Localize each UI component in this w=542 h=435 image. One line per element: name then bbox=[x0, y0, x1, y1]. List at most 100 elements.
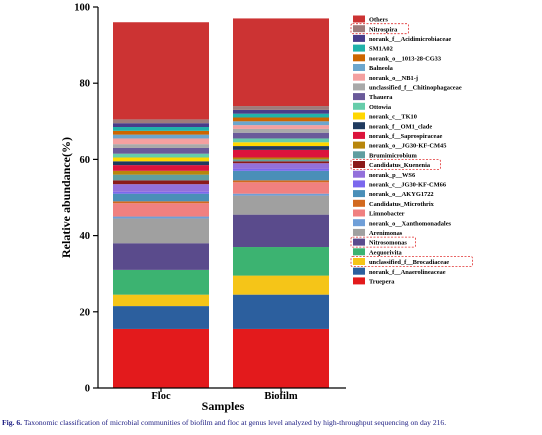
legend-label: norank_c__TK10 bbox=[369, 114, 417, 121]
legend-label: Candidatus_Microthrix bbox=[369, 201, 435, 208]
bar-segment bbox=[233, 294, 329, 329]
legend-swatch bbox=[353, 131, 365, 139]
bar-segment bbox=[233, 138, 329, 143]
bar-segment bbox=[113, 134, 209, 139]
legend-swatch bbox=[353, 258, 365, 265]
bar-segment bbox=[233, 193, 329, 196]
legend-label: norank_f__Anaerolineaceae bbox=[369, 269, 446, 276]
legend-swatch bbox=[353, 15, 365, 23]
legend-swatch bbox=[353, 34, 365, 42]
legend-swatch bbox=[353, 151, 365, 159]
bar-segment bbox=[233, 121, 329, 126]
bar-segment bbox=[113, 127, 209, 131]
bar-segment bbox=[233, 159, 329, 162]
bar-segment bbox=[233, 109, 329, 114]
y-tick-label: 100 bbox=[74, 3, 90, 14]
legend-label: Ottowia bbox=[369, 104, 392, 111]
bar-segment bbox=[113, 216, 209, 219]
bar-segment bbox=[233, 180, 329, 183]
bar-segment bbox=[233, 275, 329, 295]
legend-swatch bbox=[353, 209, 365, 217]
bar-segment bbox=[113, 328, 209, 388]
legend-swatch bbox=[353, 228, 365, 236]
bar-segment bbox=[113, 22, 209, 120]
legend-swatch bbox=[353, 170, 365, 178]
x-axis-label: Samples bbox=[202, 399, 245, 413]
x-axis: Floc Biofilm bbox=[98, 387, 346, 402]
legend-label: Brumimicrobium bbox=[369, 152, 417, 159]
legend-swatch bbox=[353, 238, 365, 246]
figure-caption: Fig. 6. Taxonomic classification of micr… bbox=[2, 418, 542, 427]
bar-segment bbox=[113, 201, 209, 204]
legend-label: norank_f__Acidimicrobiaceae bbox=[369, 36, 451, 43]
bar-segment bbox=[233, 117, 329, 122]
legend-label: Others bbox=[369, 17, 388, 24]
legend-label: norank_o__Xanthomonadales bbox=[369, 220, 452, 227]
bar-segment bbox=[113, 130, 209, 135]
legend-swatch bbox=[353, 248, 365, 256]
legend-label: Arenimonas bbox=[369, 230, 403, 237]
legend-label: norank_o__JG30-KF-CM45 bbox=[369, 143, 446, 150]
legend-label: norank_f__OM1_clade bbox=[369, 123, 432, 130]
bar-segment bbox=[113, 174, 209, 181]
legend-label: norank_f__Saprospiraceae bbox=[369, 133, 443, 140]
legend-swatch bbox=[353, 180, 365, 188]
legend-highlight-box bbox=[350, 23, 409, 35]
legend-swatch bbox=[353, 54, 365, 62]
caption-text: Taxonomic classification of microbial co… bbox=[23, 418, 447, 427]
y-axis: 0 20 40 60 80 100 bbox=[74, 3, 99, 395]
bar-segment bbox=[113, 243, 209, 270]
bar-segment bbox=[113, 123, 209, 128]
legend-swatch bbox=[353, 277, 365, 285]
bar-segment bbox=[113, 147, 209, 154]
legend-swatch bbox=[353, 199, 365, 207]
legend-label: Truepera bbox=[369, 279, 395, 286]
legend-label: Nitrospira bbox=[369, 26, 398, 33]
legend-swatch bbox=[353, 25, 365, 33]
bar-segment bbox=[113, 180, 209, 185]
bar-segment bbox=[233, 247, 329, 276]
bar-segment bbox=[113, 161, 209, 166]
bar-segment bbox=[113, 203, 209, 217]
bar-segment bbox=[233, 146, 329, 150]
legend-label: unclassified_f__Chitinophagaceae bbox=[369, 85, 462, 92]
bars bbox=[113, 18, 329, 388]
bar-segment bbox=[233, 182, 329, 194]
legend-highlight-box bbox=[350, 256, 473, 267]
bar-segment bbox=[113, 306, 209, 329]
legend-label: norank_o__NB1-j bbox=[369, 75, 418, 82]
bar-segment bbox=[233, 128, 329, 133]
bar-segment bbox=[233, 113, 329, 118]
bar-segment bbox=[113, 119, 209, 124]
bar-segment bbox=[233, 170, 329, 181]
caption-label: Fig. 6. bbox=[2, 418, 23, 427]
legend-swatch bbox=[353, 64, 365, 71]
bar-segment bbox=[113, 157, 209, 162]
bar-segment bbox=[113, 165, 209, 171]
legend-label: Thauera bbox=[369, 94, 393, 101]
bar-segment bbox=[113, 144, 209, 148]
legend-swatch bbox=[353, 83, 365, 91]
bar-segment bbox=[233, 163, 329, 169]
bar-segment bbox=[233, 328, 329, 388]
legend-label: Nitrosomonas bbox=[369, 240, 407, 247]
bar-segment bbox=[233, 149, 329, 158]
legend-label: Aequorivita bbox=[369, 249, 402, 256]
bar-segment bbox=[233, 142, 329, 147]
legend-label: Limnobacter bbox=[369, 211, 405, 218]
legend-swatch bbox=[353, 267, 365, 275]
bar-segment bbox=[233, 157, 329, 160]
bar-segment bbox=[113, 193, 209, 202]
bar-segment bbox=[113, 138, 209, 145]
bar-segment bbox=[233, 18, 329, 107]
bar-segment bbox=[233, 168, 329, 171]
legend-swatch bbox=[353, 122, 365, 130]
bar-segment bbox=[113, 153, 209, 158]
legend-swatch bbox=[353, 112, 365, 120]
legend-swatch bbox=[353, 219, 365, 227]
legend-label: Candidatus_Kuenenia bbox=[369, 162, 431, 169]
bar-segment bbox=[233, 195, 329, 215]
legend-swatch bbox=[353, 141, 365, 149]
bar-segment bbox=[233, 106, 329, 110]
